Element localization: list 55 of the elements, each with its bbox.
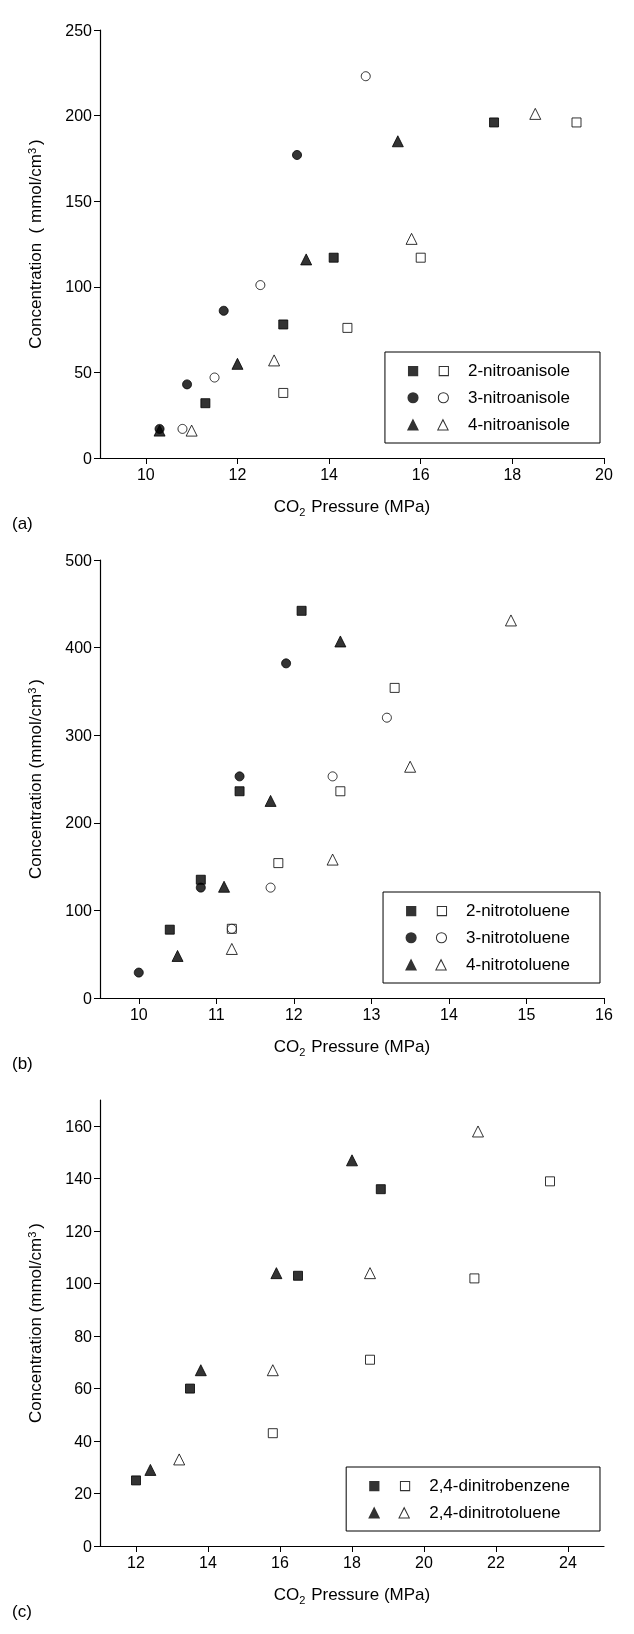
y-tick-label: 0: [83, 1537, 93, 1555]
y-tick-label: 400: [65, 639, 93, 657]
y-tick-label: 160: [65, 1117, 93, 1135]
legend-label: 2,4-dinitrobenzene: [429, 1476, 571, 1495]
x-tick-label: 12: [284, 1005, 303, 1023]
x-tick-label: 18: [343, 1553, 361, 1571]
x-tick-label: 14: [440, 1005, 458, 1023]
y-tick-label: 120: [65, 1222, 93, 1240]
x-tick-label: 22: [487, 1553, 505, 1571]
x-tick-label: 18: [503, 465, 522, 483]
y-tick-label: 300: [65, 726, 93, 744]
y-tick-label: 500: [65, 551, 93, 569]
text: (b): [12, 1054, 33, 1073]
x-tick-label: 20: [595, 465, 613, 483]
y-tick-label: 80: [74, 1327, 93, 1345]
x-tick-label: 12: [127, 1553, 145, 1571]
x-tick-label: 14: [199, 1553, 217, 1571]
x-tick-label: 16: [411, 465, 430, 483]
y-tick-label: 50: [74, 363, 93, 381]
x-tick-label: 24: [559, 1553, 577, 1571]
legend-label: 2,4-dinitrotoluene: [429, 1503, 561, 1522]
text: (a): [12, 514, 33, 533]
y-tick-label: 150: [65, 192, 93, 210]
x-tick-label: 11: [208, 1005, 225, 1023]
y-tick-label: 100: [65, 901, 93, 919]
legend-label: 2-nitrotoluene: [466, 901, 571, 920]
x-tick-label: 10: [129, 1005, 148, 1023]
y-tick-label: 200: [65, 814, 93, 832]
x-tick-label: 10: [136, 465, 155, 483]
text: (c): [12, 1602, 32, 1621]
y-tick-label: 60: [74, 1380, 93, 1398]
y-axis-title: Concentration ( mmol/cm3): [25, 139, 45, 349]
x-tick-label: 16: [271, 1553, 289, 1571]
x-tick-label: 16: [595, 1005, 613, 1023]
legend-label: 2-nitroanisole: [467, 361, 570, 380]
x-tick-label: 12: [228, 465, 247, 483]
y-tick-label: 250: [65, 21, 93, 39]
y-axis-title: Concentration (mmol/cm3): [25, 679, 45, 879]
y-tick-label: 40: [74, 1432, 93, 1450]
y-tick-label: 100: [65, 1275, 93, 1293]
x-tick-label: 14: [320, 465, 339, 483]
x-tick-label: 13: [362, 1005, 381, 1023]
y-tick-label: 100: [65, 278, 93, 296]
y-axis-title: Concentration (mmol/cm3): [25, 1223, 45, 1423]
x-tick-label: 15: [517, 1005, 536, 1023]
legend-label: 3-nitroanisole: [467, 388, 570, 407]
legend-label: 3-nitrotoluene: [466, 928, 571, 947]
y-tick-label: 140: [65, 1170, 93, 1188]
y-tick-label: 0: [83, 449, 93, 467]
y-tick-label: 200: [65, 107, 93, 125]
legend-label: 4-nitroanisole: [467, 415, 570, 434]
y-tick-label: 0: [83, 989, 93, 1007]
x-tick-label: 20: [415, 1553, 433, 1571]
y-tick-label: 20: [74, 1485, 93, 1503]
legend-label: 4-nitrotoluene: [466, 955, 571, 974]
